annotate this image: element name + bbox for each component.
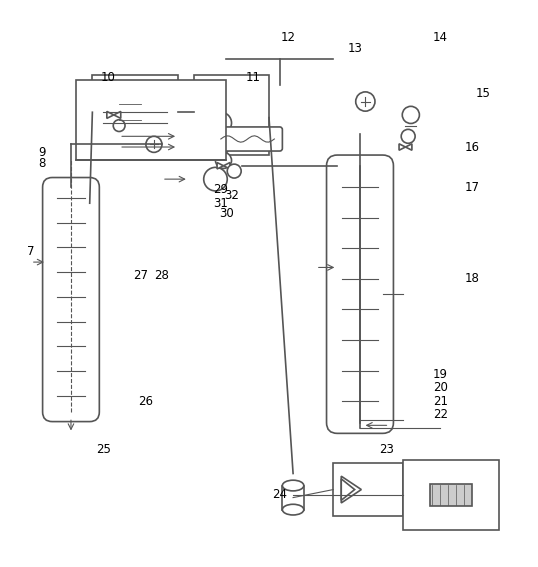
Circle shape	[146, 136, 162, 153]
Bar	[194, 75, 269, 155]
Text: 17: 17	[465, 181, 480, 194]
Text: 18: 18	[465, 272, 480, 285]
Polygon shape	[406, 144, 412, 150]
Text: 31: 31	[214, 197, 228, 210]
Ellipse shape	[282, 480, 304, 491]
Text: 20: 20	[433, 382, 448, 395]
Text: 24: 24	[272, 488, 287, 501]
Circle shape	[227, 164, 241, 178]
Text: 10: 10	[101, 71, 116, 84]
Bar	[403, 460, 499, 530]
FancyBboxPatch shape	[213, 127, 282, 151]
Text: 32: 32	[224, 189, 239, 202]
Circle shape	[356, 92, 375, 111]
Polygon shape	[399, 144, 406, 150]
Circle shape	[204, 167, 227, 191]
Polygon shape	[107, 112, 114, 119]
Text: 15: 15	[476, 87, 491, 100]
Circle shape	[216, 153, 231, 168]
FancyBboxPatch shape	[327, 155, 393, 433]
Text: 23: 23	[379, 443, 394, 456]
Circle shape	[210, 112, 231, 134]
Ellipse shape	[282, 504, 304, 515]
Text: 25: 25	[96, 443, 110, 456]
Polygon shape	[114, 112, 121, 119]
Bar	[429, 484, 472, 506]
Text: 21: 21	[433, 395, 448, 408]
Text: 14: 14	[433, 31, 448, 44]
Text: 29: 29	[214, 183, 228, 196]
Text: 7: 7	[27, 245, 34, 258]
Text: 27: 27	[133, 269, 148, 282]
Text: 12: 12	[280, 31, 295, 44]
Ellipse shape	[114, 101, 146, 123]
Text: 16: 16	[465, 141, 480, 154]
Circle shape	[401, 129, 415, 143]
Polygon shape	[217, 163, 223, 169]
Bar	[93, 75, 178, 150]
Polygon shape	[341, 476, 362, 503]
Circle shape	[114, 120, 125, 132]
Text: 28: 28	[154, 269, 169, 282]
Polygon shape	[223, 163, 230, 169]
FancyBboxPatch shape	[43, 177, 100, 422]
Bar	[333, 463, 403, 517]
Circle shape	[213, 139, 229, 155]
Text: 8: 8	[38, 156, 45, 170]
Text: 11: 11	[245, 71, 260, 84]
Bar	[282, 485, 304, 510]
Text: 26: 26	[138, 395, 153, 408]
Polygon shape	[341, 479, 355, 500]
Circle shape	[402, 107, 420, 124]
Text: 9: 9	[38, 146, 45, 159]
Text: 13: 13	[347, 41, 362, 54]
Text: 19: 19	[433, 368, 448, 381]
Bar	[76, 80, 226, 160]
Text: 22: 22	[433, 408, 448, 421]
Text: 30: 30	[219, 208, 233, 221]
